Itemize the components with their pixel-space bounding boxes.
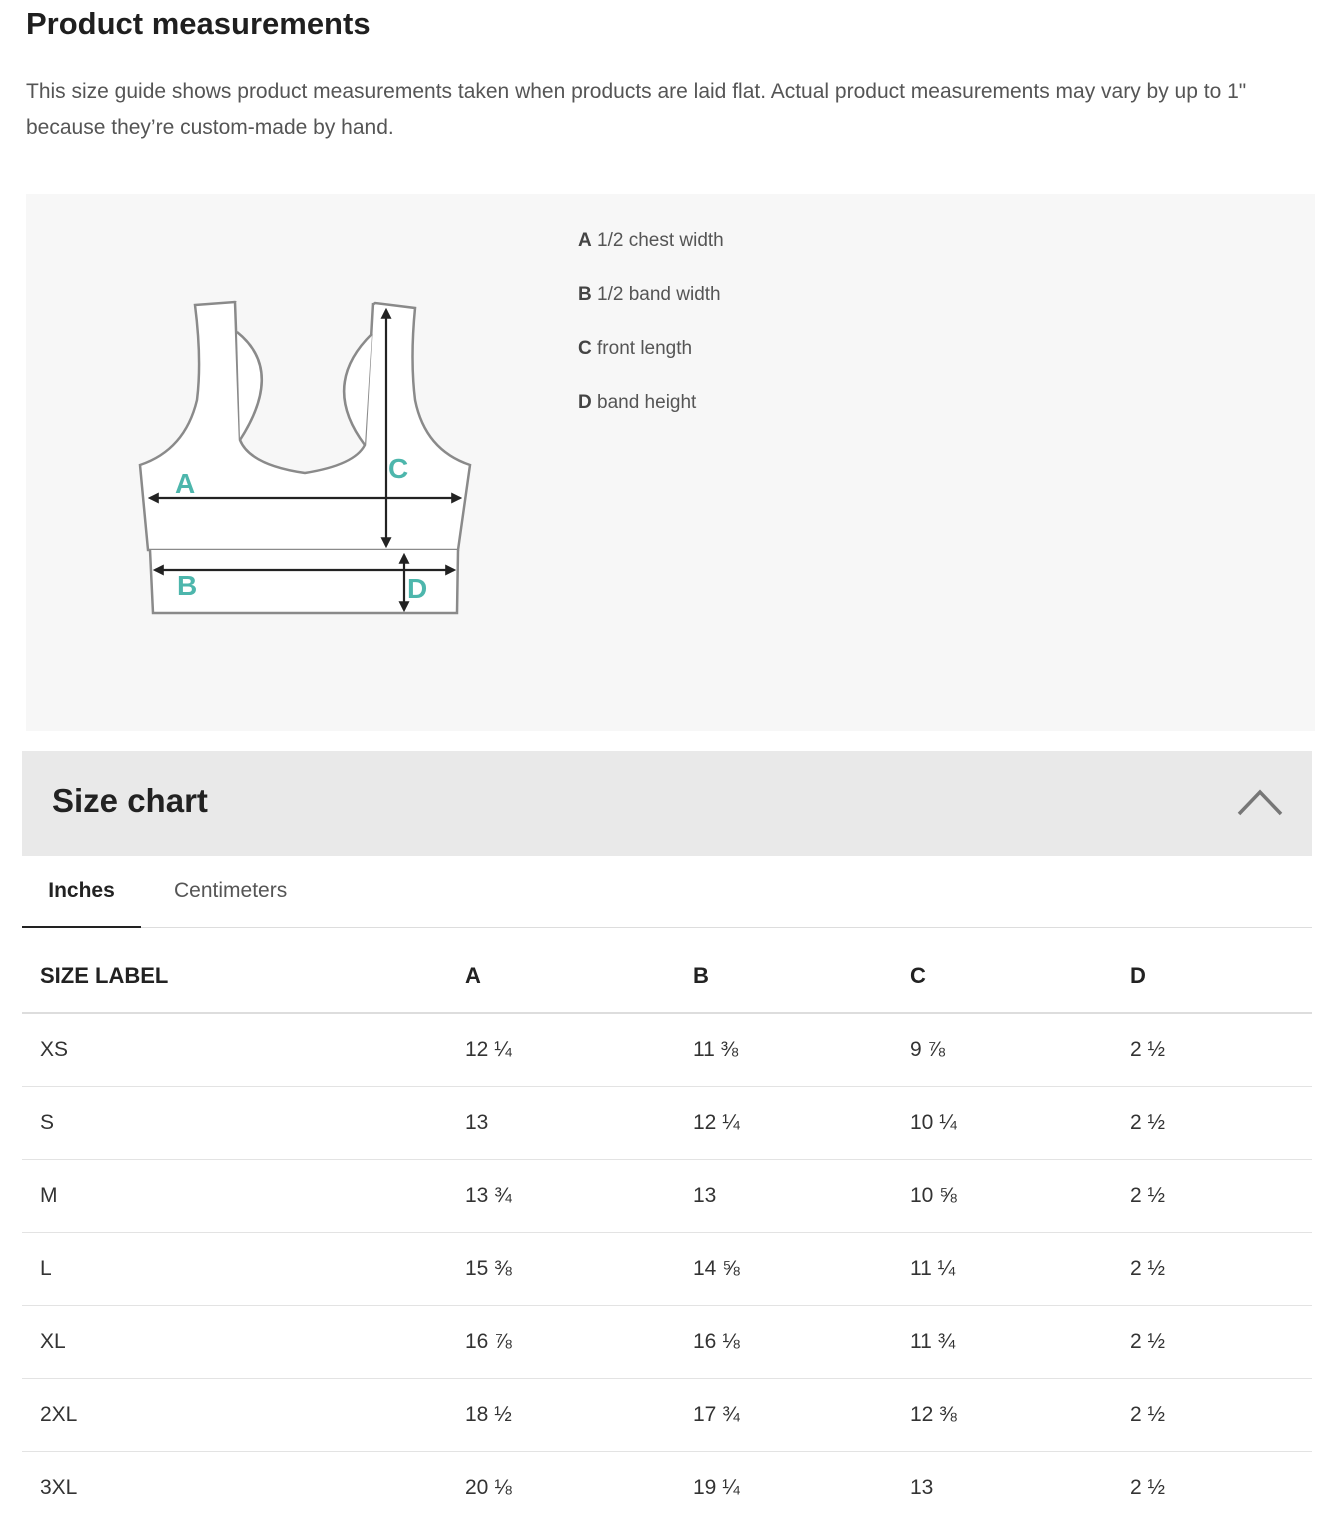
table-cell: 12 ¼ [464,1013,692,1087]
page-title: Product measurements [26,6,371,41]
table-cell: 11 ⅜ [692,1013,909,1087]
garment-outline [138,300,472,615]
table-cell: 11 ¾ [909,1305,1129,1379]
column-header: A [464,940,692,1014]
table-cell: 2 ½ [1129,1451,1312,1521]
table-cell: 12 ¼ [692,1086,909,1160]
table-cell: 2XL [22,1378,464,1452]
table-cell: L [22,1232,464,1306]
table-cell: 2 ½ [1129,1232,1312,1306]
legend-item: B 1/2 band width [578,284,721,305]
table-cell: S [22,1086,464,1160]
sports-bra-diagram: A B C D [138,300,472,615]
table-cell: 20 ⅛ [464,1451,692,1521]
measurement-legend: A 1/2 chest width B 1/2 band width C fro… [578,230,724,446]
column-header: B [692,940,909,1014]
table-cell: 2 ½ [1129,1305,1312,1379]
legend-item: D band height [578,392,697,413]
table-cell: 16 ⅞ [464,1305,692,1379]
table-cell: 13 [464,1086,692,1160]
table-cell: 16 ⅛ [692,1305,909,1379]
legend-item: C front length [578,338,693,359]
label-b: B [177,570,197,601]
label-c: C [388,453,408,484]
table-cell: 2 ½ [1129,1086,1312,1160]
table-cell: 15 ⅜ [464,1232,692,1306]
table-cell: 2 ½ [1129,1378,1312,1452]
table-cell: 12 ⅜ [909,1378,1129,1452]
table-cell: 13 [909,1451,1129,1521]
chevron-up-icon[interactable] [1236,787,1284,817]
table-cell: 10 ¼ [909,1086,1129,1160]
column-header: C [909,940,1129,1014]
table-cell: 13 [692,1159,909,1233]
table-cell: XL [22,1305,464,1379]
column-header: SIZE LABEL [22,940,464,1014]
table-cell: 10 ⅝ [909,1159,1129,1233]
description: This size guide shows product measuremen… [26,80,1247,139]
tab-centimeters[interactable]: Centimeters [174,879,288,902]
measurement-arrows [147,307,463,613]
table-cell: 19 ¼ [692,1451,909,1521]
size-chart-header[interactable]: Size chart [22,751,1312,856]
label-d: D [407,573,427,604]
table-cell: XS [22,1013,464,1087]
label-a: A [175,468,195,499]
table-cell: 3XL [22,1451,464,1521]
table-cell: M [22,1159,464,1233]
size-chart-title: Size chart [52,782,208,819]
table-cell: 13 ¾ [464,1159,692,1233]
table-row: 3XL 20 ⅛ 19 ¼ 13 2 ½ [22,1451,1312,1521]
column-header: D [1129,940,1312,1014]
table-cell: 17 ¾ [692,1378,909,1452]
tab-inches[interactable]: Inches [22,856,141,928]
measurement-panel: A B C D A 1/2 chest width B 1/2 band wid… [26,194,1315,731]
table-cell: 11 ¼ [909,1232,1129,1306]
table-cell: 9 ⅞ [909,1013,1129,1087]
unit-tabs: Inches Centimeters [22,856,1312,928]
table-cell: 18 ½ [464,1378,692,1452]
table-cell: 2 ½ [1129,1013,1312,1087]
legend-item: A 1/2 chest width [578,230,724,251]
table-cell: 14 ⅝ [692,1232,909,1306]
table-cell: 2 ½ [1129,1159,1312,1233]
